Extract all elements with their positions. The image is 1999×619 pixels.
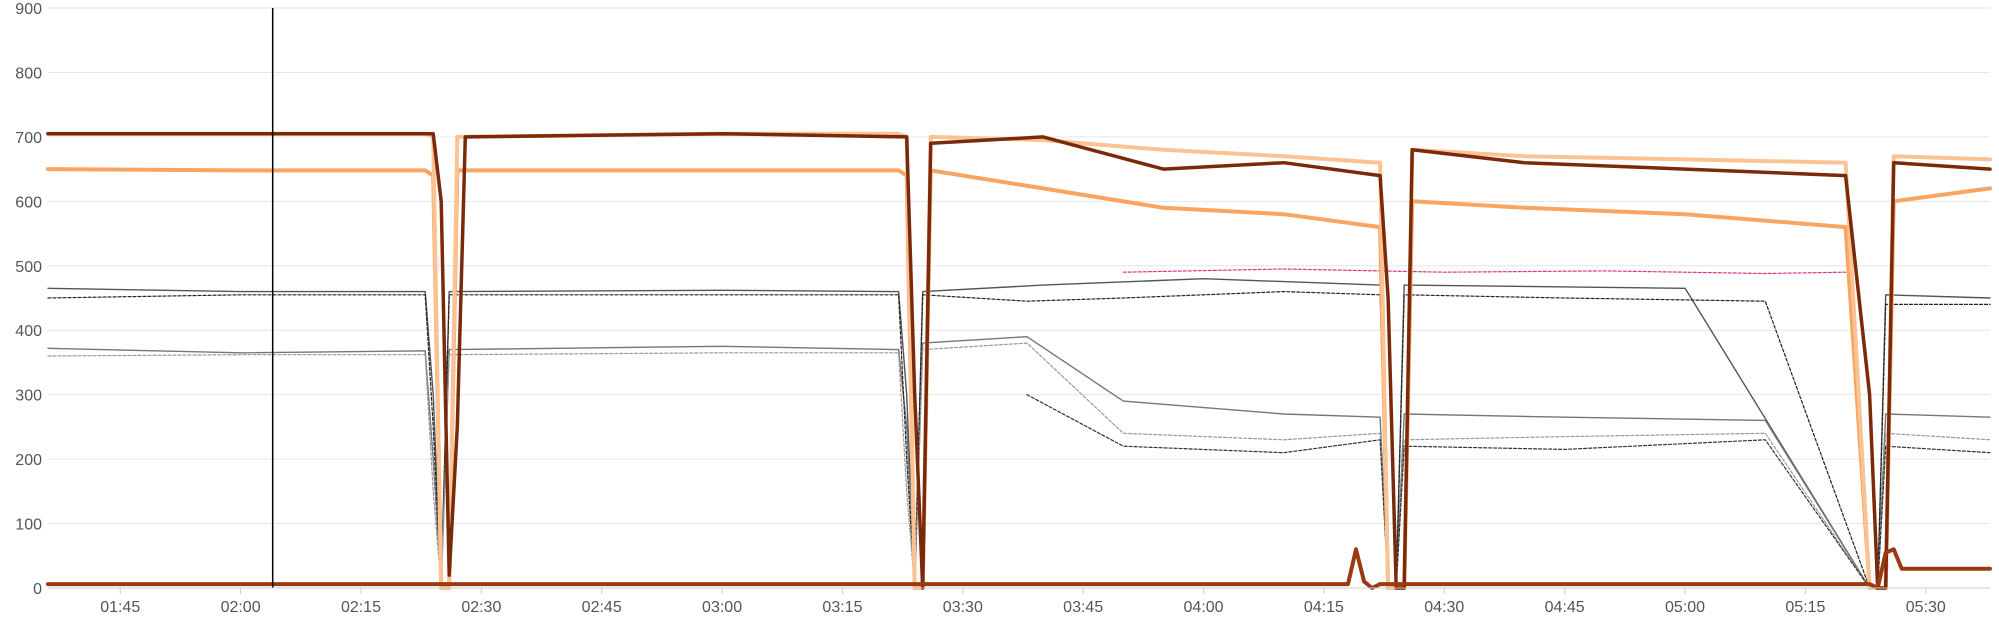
- series-line-6: [47, 291, 1991, 589]
- y-tick-label: 700: [15, 130, 42, 147]
- series-line-7: [47, 342, 1991, 589]
- y-tick-label: 300: [15, 388, 42, 405]
- series-line-1: [46, 131, 1992, 590]
- series-layer: [46, 131, 1992, 590]
- x-tick-label: 05:30: [1906, 599, 1946, 616]
- x-tick-label: 05:00: [1665, 599, 1705, 616]
- series-line-5: [47, 336, 1991, 589]
- y-tick-label: 400: [15, 323, 42, 340]
- series-line-0: [46, 131, 1992, 590]
- x-tick-label: 02:45: [582, 599, 622, 616]
- x-tick-label: 02:30: [461, 599, 501, 616]
- x-tick-label: 03:15: [822, 599, 862, 616]
- grid-layer: [48, 7, 1990, 589]
- series-line-4: [47, 278, 1991, 589]
- x-tick-label: 04:45: [1545, 599, 1585, 616]
- x-tick-label: 04:00: [1184, 599, 1224, 616]
- series-line-3: [46, 547, 1992, 590]
- y-tick-label: 500: [15, 259, 42, 276]
- y-axis-ticks: 0 100 200 300 400 500 600 700 800 900: [15, 1, 42, 598]
- x-tick-label: 04:30: [1424, 599, 1464, 616]
- x-tick-label: 05:15: [1785, 599, 1825, 616]
- x-tick-label: 03:30: [943, 599, 983, 616]
- y-tick-label: 200: [15, 452, 42, 469]
- x-tick-label: 02:00: [221, 599, 261, 616]
- x-tick-label: 02:15: [341, 599, 381, 616]
- y-tick-label: 600: [15, 194, 42, 211]
- x-tick-label: 03:00: [702, 599, 742, 616]
- y-tick-label: 0: [33, 581, 42, 598]
- x-tick-label: 04:15: [1304, 599, 1344, 616]
- y-tick-label: 800: [15, 65, 42, 82]
- y-tick-label: 100: [15, 517, 42, 534]
- y-tick-label: 900: [15, 1, 42, 18]
- x-axis-ticks: 01:45 02:00 02:15 02:30 02:45 03:00 03:15 03:30…: [100, 588, 1946, 616]
- x-tick-label: 01:45: [100, 599, 140, 616]
- x-tick-label: 03:45: [1063, 599, 1103, 616]
- series-line-9: [1026, 394, 1991, 589]
- series-line-2: [46, 167, 1992, 590]
- series-line-8: [1122, 268, 1847, 275]
